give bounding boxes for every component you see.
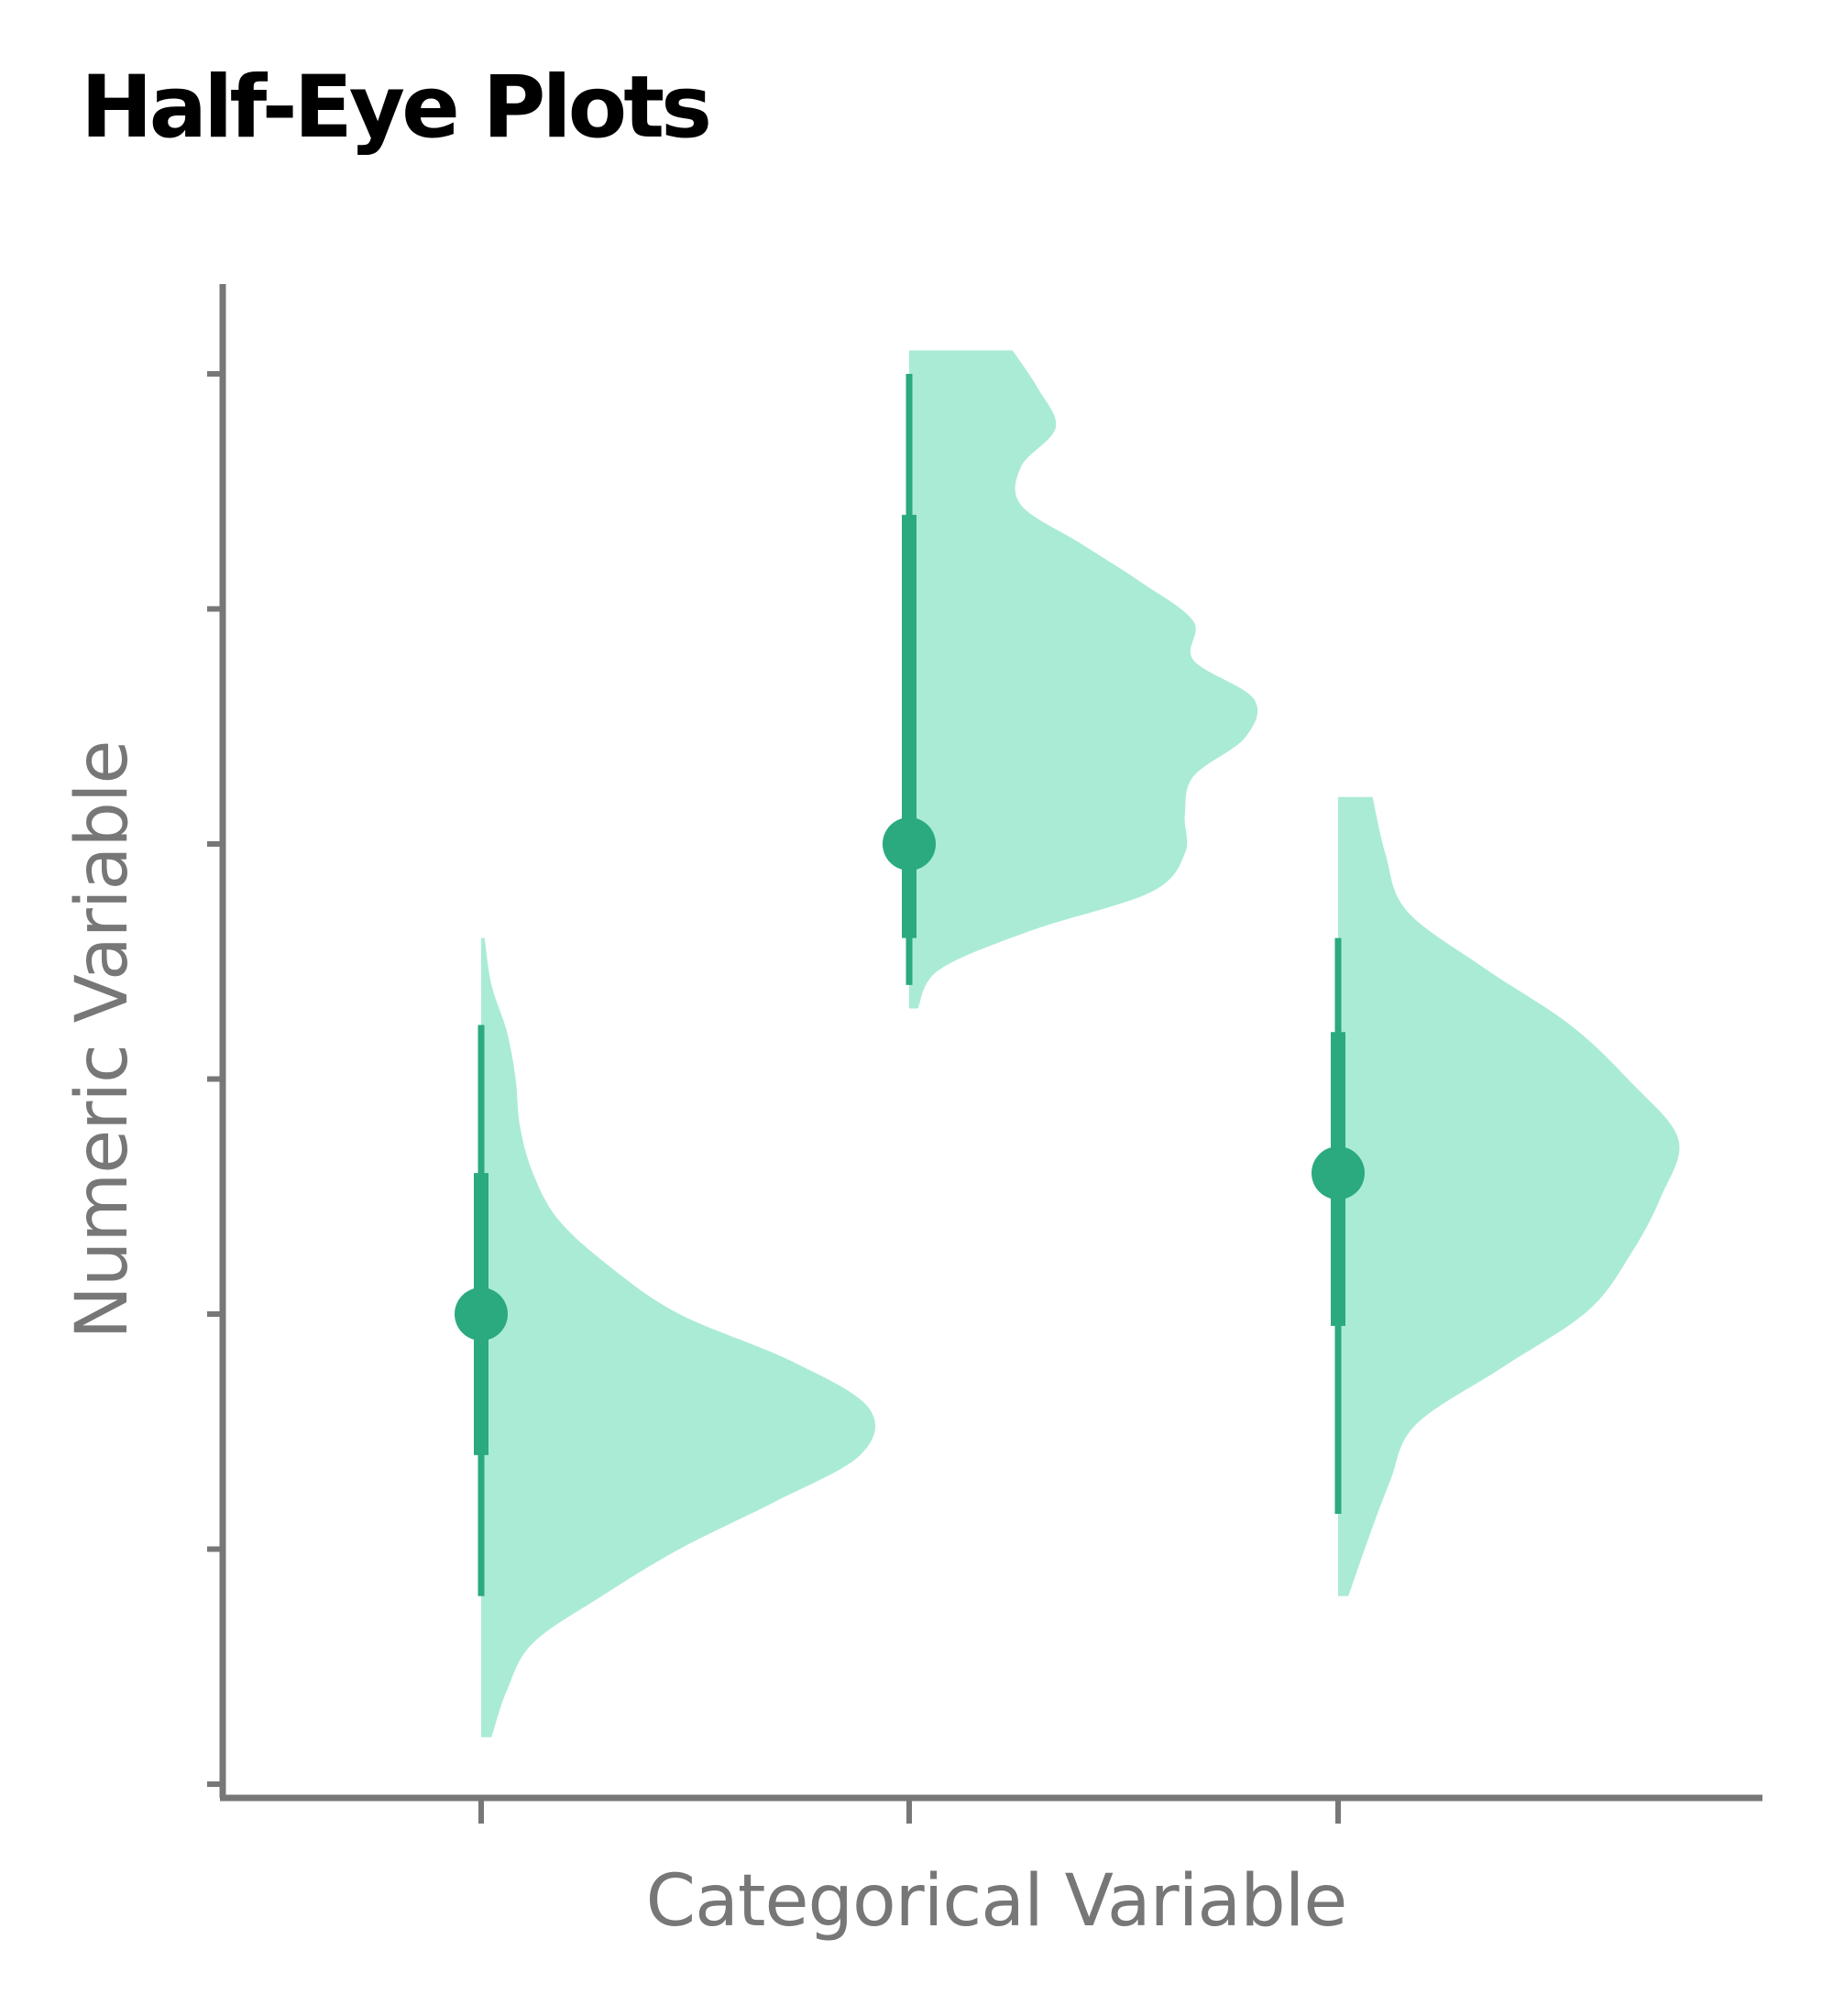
density-slab <box>481 937 876 1737</box>
y-ticks <box>207 371 223 1787</box>
x-ticks <box>478 1798 1341 1824</box>
axes <box>207 284 1762 1824</box>
interval-marks <box>455 374 1365 1596</box>
chart-title: Half-Eye Plots <box>81 58 712 158</box>
y-axis-label: Numeric Variable <box>61 740 144 1340</box>
median-point <box>1312 1146 1365 1200</box>
density-slab <box>1338 796 1680 1596</box>
median-point <box>883 817 936 871</box>
density-slab <box>909 350 1258 1009</box>
x-axis-label: Categorical Variable <box>645 1860 1348 1943</box>
density-slabs <box>481 350 1680 1737</box>
median-point <box>455 1287 508 1341</box>
